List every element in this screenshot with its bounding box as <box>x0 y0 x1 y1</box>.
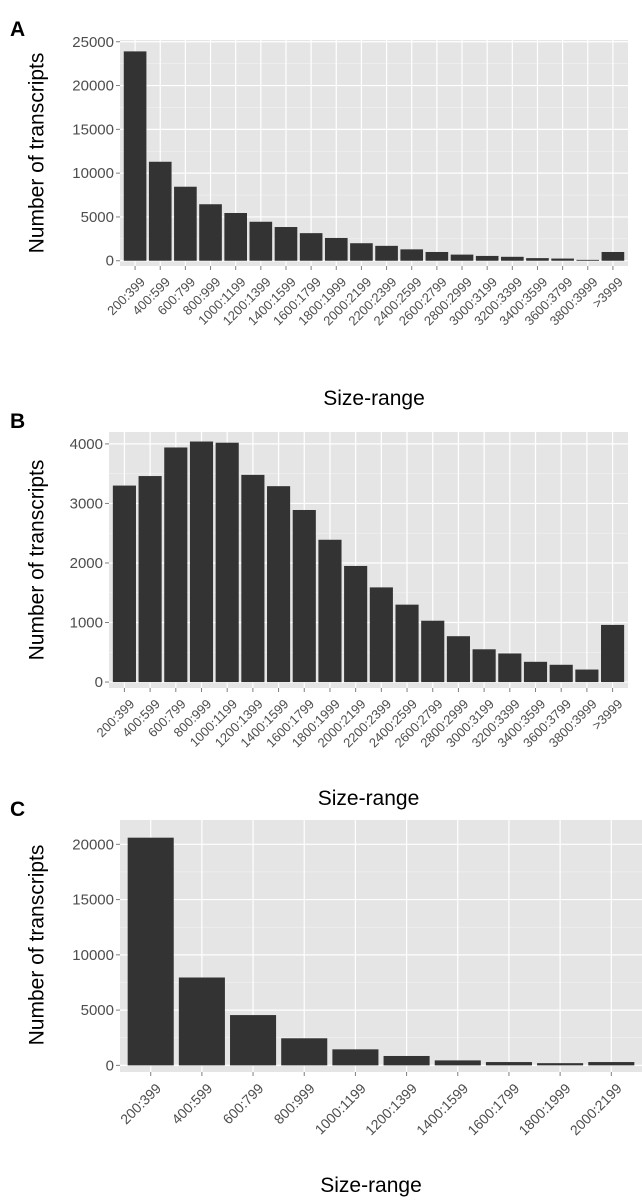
y-tick-label: 15000 <box>72 892 114 909</box>
bar-2200:2399 <box>370 587 393 682</box>
y-tick-label: 0 <box>95 674 103 691</box>
x-axis-title: Size-range <box>320 1174 422 1197</box>
bar-2600:2799 <box>421 621 444 682</box>
bar-1600:1799 <box>300 233 323 261</box>
bar-600:799 <box>164 447 187 682</box>
bar-2800:2999 <box>451 255 474 261</box>
x-tick-label: 1000:1199 <box>312 1080 370 1138</box>
x-tick-label: 1600:1799 <box>464 1080 522 1138</box>
x-tick-label: 200:399 <box>117 1080 164 1127</box>
bar-800:999 <box>190 442 213 683</box>
bar-3000:3199 <box>473 649 496 682</box>
y-tick-label: 20000 <box>72 836 114 853</box>
y-axis-title: Number of transcripts <box>26 845 49 1046</box>
bar-3600:3799 <box>550 665 573 682</box>
x-tick-label: 1400:1599 <box>413 1080 471 1138</box>
bar-1200:1399 <box>384 1056 430 1065</box>
bar-400:599 <box>149 162 172 261</box>
bar-3600:3799 <box>551 259 574 261</box>
panel-letter: B <box>10 410 25 433</box>
x-tick-label: 600:799 <box>219 1080 266 1127</box>
x-tick-label: 1200:1399 <box>362 1080 420 1138</box>
y-axis-title: Number of transcripts <box>26 53 49 254</box>
bar-400:599 <box>179 978 225 1066</box>
bar-200:399 <box>128 838 174 1066</box>
y-tick-label: 0 <box>106 253 114 270</box>
panel-letter: C <box>10 798 25 821</box>
panel-a: 0500010000150002000025000200:399400:5996… <box>10 18 628 410</box>
bar-1400:1599 <box>267 486 290 682</box>
bar-1000:1199 <box>224 213 247 261</box>
bar-3800:3999 <box>576 260 599 261</box>
bar-1200:1399 <box>241 475 264 682</box>
bar-1800:1999 <box>537 1063 583 1065</box>
bar-200:399 <box>113 486 136 682</box>
y-axis-title: Number of transcripts <box>26 460 49 661</box>
bar-gt3999 <box>602 252 625 261</box>
bar-1800:1999 <box>325 238 348 261</box>
bar-1400:1599 <box>275 227 298 261</box>
y-tick-label: 3000 <box>70 495 103 512</box>
y-tick-label: 10000 <box>72 165 114 182</box>
y-tick-label: 5000 <box>81 209 114 226</box>
y-tick-label: 10000 <box>72 947 114 964</box>
y-tick-label: 25000 <box>72 34 114 51</box>
bar-1600:1799 <box>293 510 316 682</box>
x-tick-label: 2000:2199 <box>567 1080 625 1138</box>
bar-1600:1799 <box>486 1062 532 1065</box>
x-tick-label: 1800:1999 <box>515 1080 573 1138</box>
x-tick-label: 400:599 <box>168 1080 215 1127</box>
bar-1200:1399 <box>250 222 273 261</box>
bar-600:799 <box>230 1015 276 1065</box>
y-tick-label: 0 <box>106 1057 114 1074</box>
bar-3400:3599 <box>524 662 547 682</box>
panel-c: 0 5000 10000 15000 20000 200:399 400:599 600:79… <box>10 798 642 1197</box>
x-axis-title: Size-range <box>318 787 420 810</box>
x-tick-label: 800:999 <box>271 1080 318 1127</box>
bar-2200:2399 <box>375 246 398 261</box>
bar-200:399 <box>124 51 147 260</box>
bar-3800:3999 <box>575 670 598 683</box>
bar-1000:1199 <box>332 1049 378 1065</box>
bar-2000:2199 <box>350 243 373 261</box>
bar-2400:2599 <box>395 605 418 682</box>
bar-600:799 <box>174 187 197 261</box>
bar-1800:1999 <box>318 540 341 682</box>
bar-3000:3199 <box>476 256 499 261</box>
y-tick-label: 4000 <box>70 436 103 453</box>
bar-3200:3399 <box>498 653 521 682</box>
bar-2400:2599 <box>400 249 423 260</box>
bar-1400:1599 <box>435 1060 481 1065</box>
bar-2800:2999 <box>447 636 470 682</box>
bar-800:999 <box>281 1038 327 1065</box>
bar-400:599 <box>139 476 162 682</box>
panel-b: 01000200030004000200:399400:599600:79980… <box>10 410 628 810</box>
bar-3200:3399 <box>501 257 524 261</box>
bar-2600:2799 <box>426 252 449 261</box>
y-tick-label: 5000 <box>81 1002 114 1019</box>
x-axis-title: Size-range <box>323 387 425 410</box>
bar-2000:2199 <box>344 566 367 682</box>
y-tick-label: 15000 <box>72 121 114 138</box>
y-tick-label: 1000 <box>70 615 103 632</box>
y-tick-label: 2000 <box>70 555 103 572</box>
panel-letter: A <box>10 18 25 41</box>
bar-1000:1199 <box>216 443 239 682</box>
bar-800:999 <box>199 204 222 261</box>
bar-gt3999 <box>601 625 624 682</box>
bar-3400:3599 <box>526 258 549 261</box>
bar-2000:2199 <box>588 1062 634 1065</box>
y-tick-label: 20000 <box>72 78 114 95</box>
